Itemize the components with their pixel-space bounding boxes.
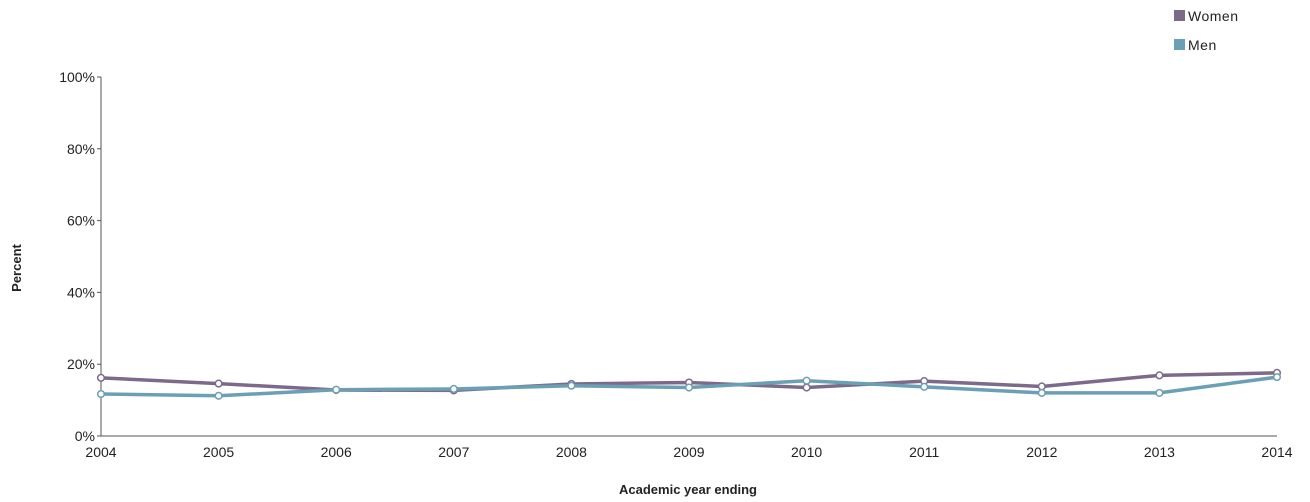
data-point-men xyxy=(684,383,694,392)
y-tick-label: 40% xyxy=(67,284,95,300)
x-tick-label: 2013 xyxy=(1144,444,1175,460)
data-point-men xyxy=(96,389,106,399)
data-point-women xyxy=(802,383,811,392)
data-point-women xyxy=(96,373,106,382)
chart-axes: 0% 20% 40% 60% 80% 100% 2004 2005 2006 2007 2008 20… xyxy=(59,69,1293,460)
chart-legend: Women Men xyxy=(1174,8,1238,53)
legend-item-men: Men xyxy=(1174,37,1217,53)
data-point-men xyxy=(920,382,929,391)
x-tick-label: 2010 xyxy=(791,444,822,460)
y-tick-label: 0% xyxy=(75,428,95,444)
y-axis-title: Percent xyxy=(9,243,24,291)
data-point-women xyxy=(1037,382,1046,391)
data-point-men xyxy=(214,391,223,400)
x-tick-label: 2012 xyxy=(1026,444,1057,460)
data-point-men xyxy=(332,385,341,394)
data-point-men xyxy=(802,376,811,385)
series-layer xyxy=(96,368,1282,400)
legend-item-women: Women xyxy=(1174,8,1238,24)
x-tick-label: 2004 xyxy=(85,444,116,460)
legend-swatch-men xyxy=(1174,39,1185,50)
data-point-men xyxy=(449,384,458,394)
data-point-men xyxy=(567,381,576,390)
x-tick-label: 2011 xyxy=(909,444,939,460)
x-tick-label: 2008 xyxy=(556,444,587,460)
data-point-men xyxy=(1272,373,1282,382)
series-men xyxy=(96,373,1282,400)
legend-swatch-women xyxy=(1174,10,1185,21)
data-point-women xyxy=(1155,371,1164,380)
x-tick-label: 2007 xyxy=(438,444,469,460)
x-tick-label: 2006 xyxy=(321,444,352,460)
data-point-men xyxy=(1155,388,1164,397)
x-tick-label: 2005 xyxy=(203,444,234,460)
x-tick-label: 2009 xyxy=(673,444,704,460)
y-tick-label: 80% xyxy=(67,141,95,157)
y-tick-label: 100% xyxy=(59,69,95,85)
data-point-men xyxy=(1037,388,1046,397)
legend-label-men: Men xyxy=(1188,37,1217,53)
data-point-women xyxy=(214,379,223,388)
x-tick-label: 2014 xyxy=(1261,444,1292,460)
x-axis-title: Academic year ending xyxy=(619,482,757,497)
y-tick-label: 20% xyxy=(67,356,95,372)
y-tick-label: 60% xyxy=(67,213,95,229)
legend-label-women: Women xyxy=(1188,8,1238,24)
